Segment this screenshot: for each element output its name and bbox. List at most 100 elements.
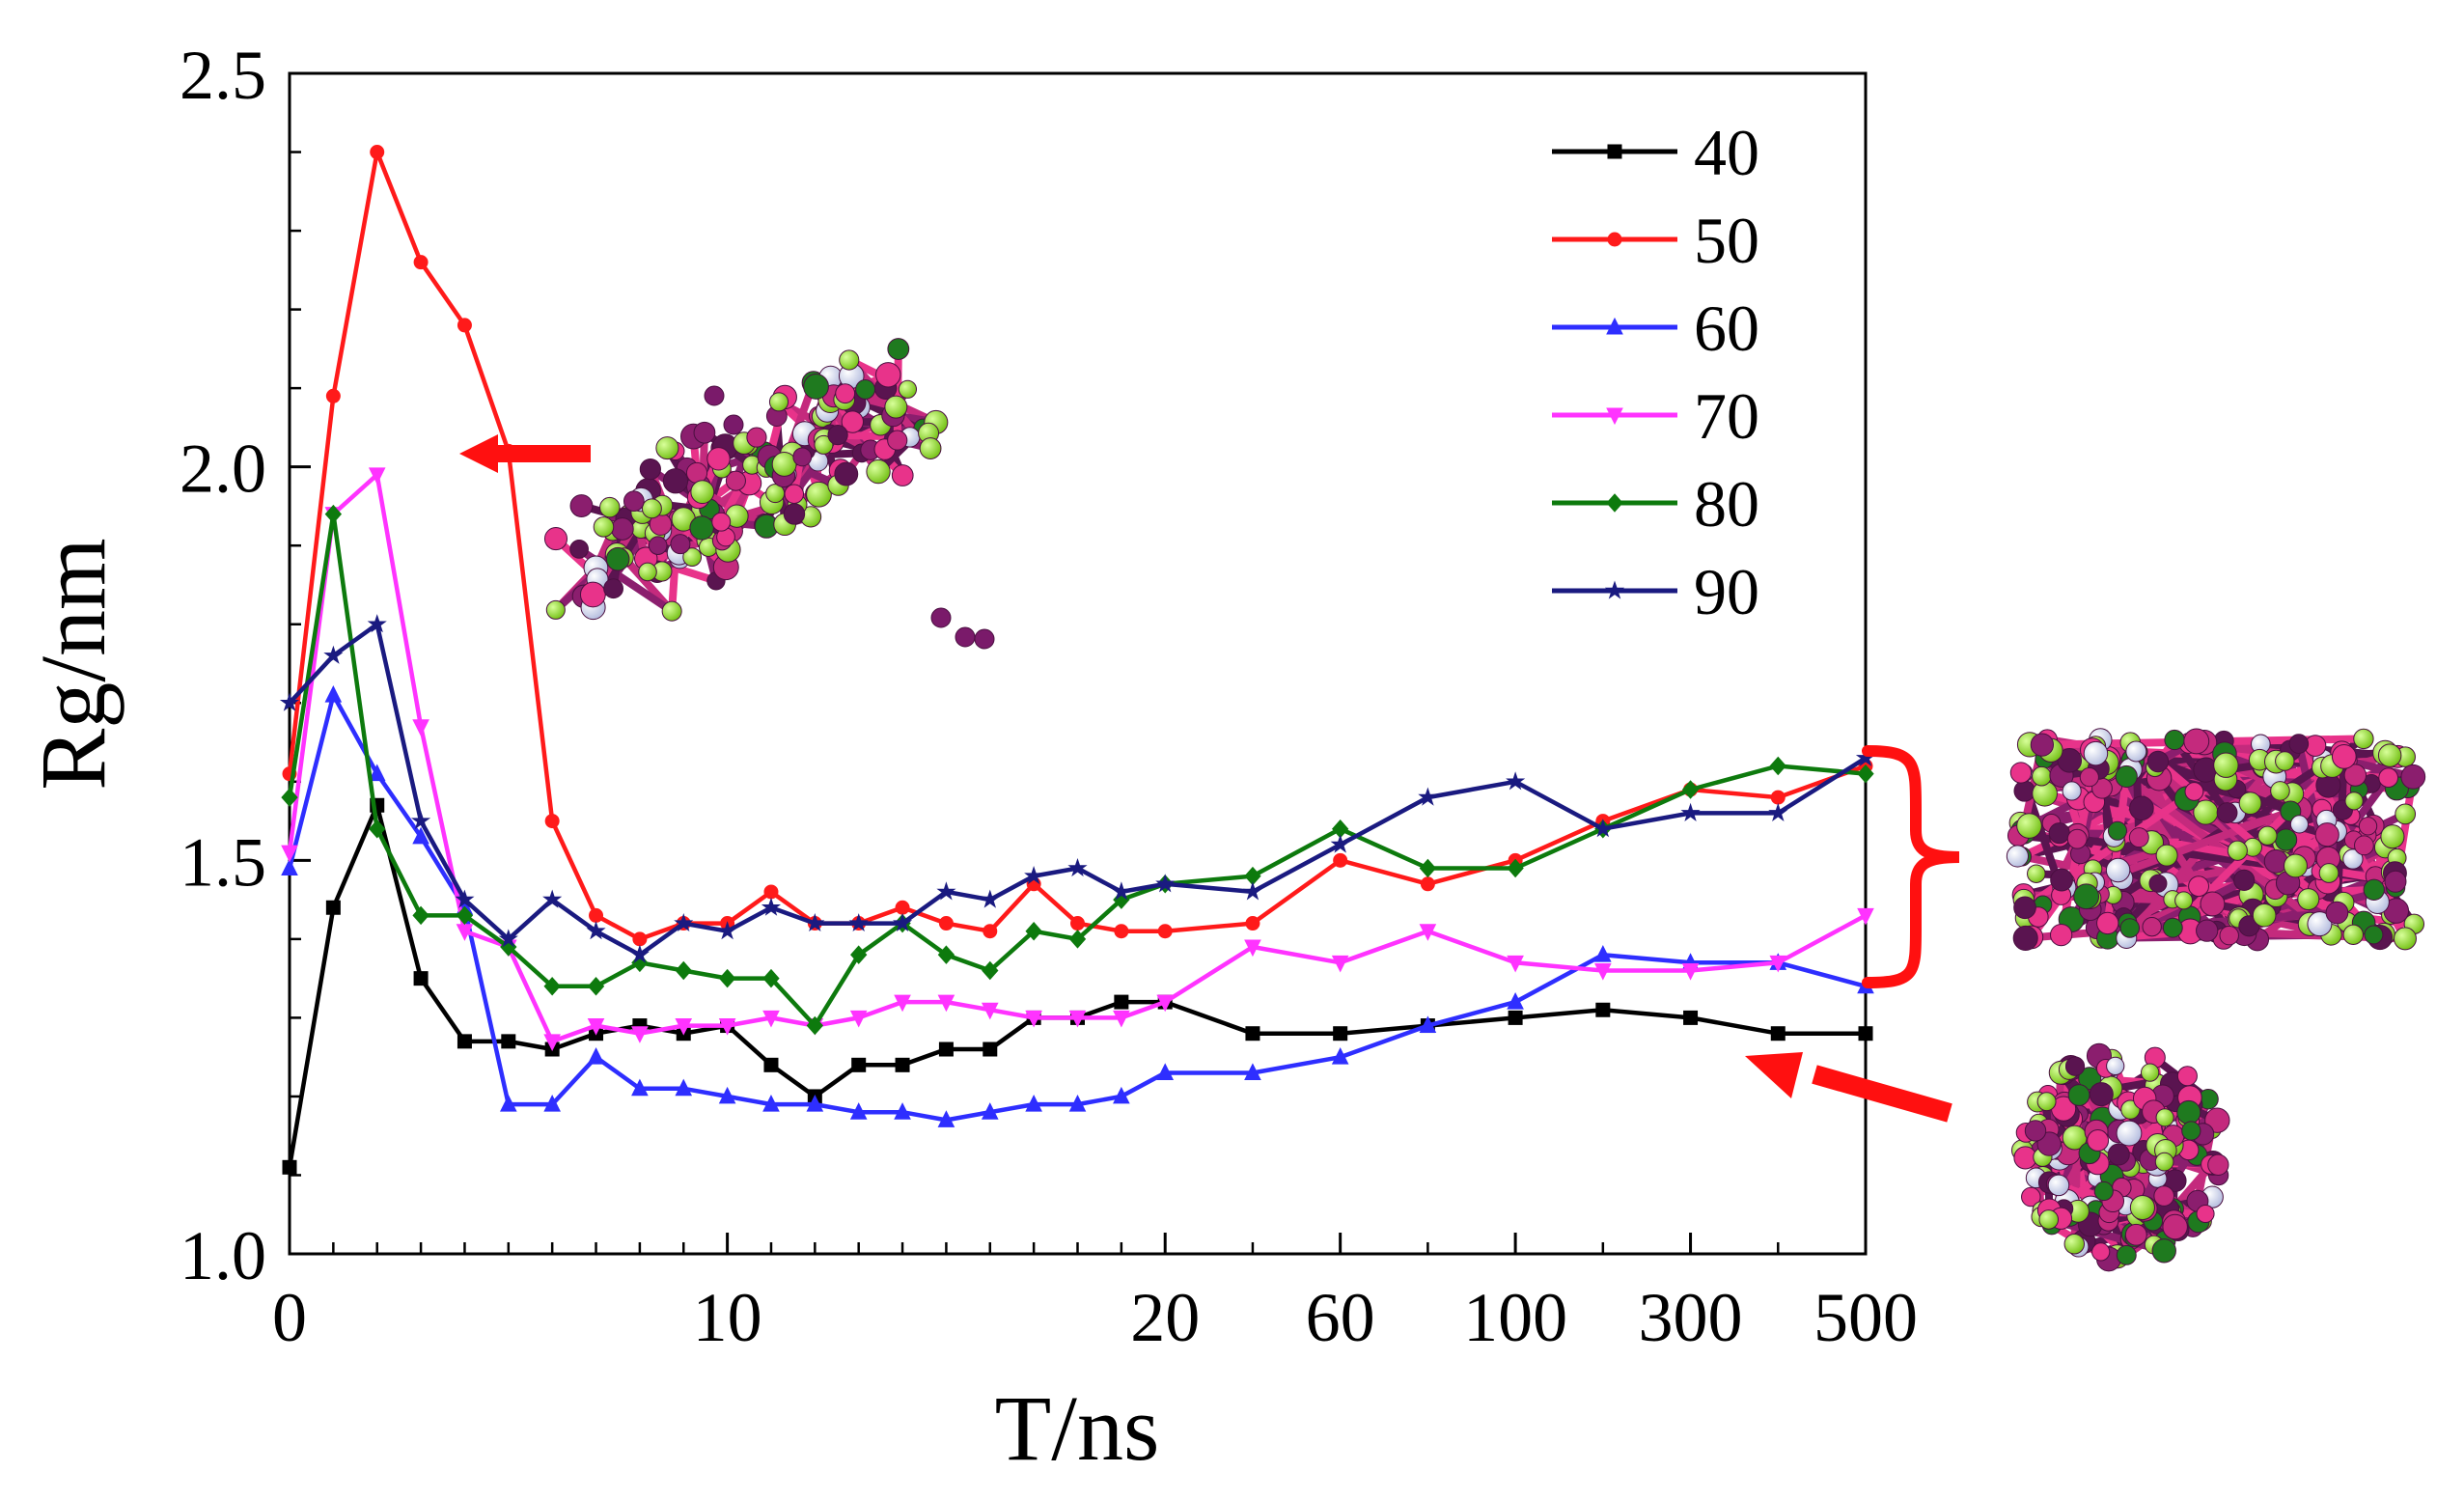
data-point-60	[1068, 1094, 1087, 1112]
y-tick-label: 1.0	[180, 1217, 266, 1294]
legend-marker-70	[1606, 407, 1623, 426]
data-point-40	[938, 1042, 954, 1057]
data-point-60	[849, 1102, 868, 1120]
data-point-60	[368, 764, 386, 782]
data-point-50	[763, 884, 779, 900]
data-point-80	[543, 977, 561, 996]
x-tick-label: 60	[1306, 1279, 1375, 1356]
data-point-90	[936, 881, 956, 901]
data-point-80	[937, 945, 955, 964]
data-point-70	[543, 1034, 561, 1051]
annotation-arrow-peak	[459, 434, 591, 473]
legend-item-70: 70	[1552, 379, 1759, 453]
data-point-50	[544, 814, 560, 829]
data-point-50	[983, 924, 998, 939]
series-60	[281, 684, 1874, 1127]
legend-item-80: 80	[1552, 467, 1759, 541]
data-point-90	[279, 692, 300, 711]
molecule-atoms	[543, 338, 949, 622]
data-point-80	[806, 1015, 824, 1036]
data-point-70	[412, 719, 429, 736]
data-point-90	[367, 614, 387, 633]
data-point-70	[981, 1002, 999, 1020]
data-point-80	[1025, 921, 1042, 941]
series-80	[281, 504, 1874, 1036]
data-point-60	[631, 1078, 649, 1097]
series-line-50	[287, 150, 1867, 942]
y-tick-label: 1.5	[180, 823, 266, 901]
data-point-80	[587, 977, 605, 996]
data-point-70	[1769, 955, 1787, 973]
data-point-50	[1770, 790, 1786, 805]
legend-label-60: 60	[1694, 292, 1759, 365]
data-point-60	[587, 1047, 605, 1065]
data-point-90	[1111, 881, 1131, 901]
molecule-extended-snapshot	[543, 338, 995, 650]
data-point-70	[937, 994, 955, 1013]
data-point-80	[982, 960, 999, 981]
data-point-90	[717, 921, 737, 940]
legend: 40 50 60 70 80 90	[1552, 116, 1759, 628]
molecule-atoms	[2010, 1042, 2230, 1272]
data-point-70	[762, 1010, 780, 1028]
data-point-90	[848, 913, 869, 932]
data-point-40	[851, 1057, 867, 1072]
data-point-90	[1418, 787, 1438, 806]
data-point-40	[763, 1057, 779, 1072]
data-point-40	[983, 1042, 998, 1057]
data-point-60	[1507, 991, 1524, 1010]
data-point-90	[1155, 874, 1176, 893]
x-tick-label: 0	[272, 1279, 307, 1356]
data-point-70	[1681, 962, 1700, 981]
legend-label-80: 80	[1694, 467, 1759, 541]
legend-marker-60	[1606, 317, 1623, 335]
x-tick-label: 10	[693, 1279, 762, 1356]
data-point-80	[675, 960, 692, 981]
series-layer	[279, 145, 1876, 1175]
data-point-40	[1683, 1010, 1699, 1025]
data-point-90	[1242, 881, 1263, 901]
legend-label-90: 90	[1694, 555, 1759, 628]
data-point-70	[1594, 962, 1612, 981]
data-point-50	[589, 907, 604, 923]
data-point-60	[324, 684, 343, 703]
legend-item-40: 40	[1552, 116, 1759, 189]
data-point-70	[368, 467, 386, 485]
x-tick-label: 300	[1639, 1279, 1743, 1356]
x-tick-label: 500	[1813, 1279, 1918, 1356]
data-point-50	[1114, 924, 1129, 939]
legend-marker-50	[1607, 232, 1622, 247]
molecule-atoms	[2006, 728, 2426, 952]
data-point-90	[674, 913, 694, 932]
data-point-60	[894, 1102, 911, 1120]
data-point-60	[806, 1094, 824, 1112]
data-point-60	[1244, 1063, 1261, 1080]
legend-marker-40	[1607, 144, 1622, 159]
data-point-60	[412, 826, 429, 845]
y-axis-title: Rg/nm	[21, 538, 125, 790]
data-point-90	[1680, 802, 1701, 821]
data-point-80	[1068, 930, 1087, 949]
data-point-50	[457, 318, 472, 333]
data-point-80	[762, 968, 780, 988]
data-point-40	[895, 1057, 910, 1072]
data-point-60	[1331, 1047, 1349, 1065]
data-point-60	[981, 1102, 999, 1120]
data-point-60	[543, 1094, 561, 1112]
data-point-60	[499, 1094, 517, 1112]
data-point-90	[1067, 857, 1088, 877]
data-point-80	[412, 905, 429, 926]
data-point-40	[282, 1159, 297, 1175]
data-point-40	[1595, 1002, 1611, 1017]
data-point-80	[718, 968, 736, 988]
y-tick-label: 2.5	[180, 37, 266, 114]
data-point-80	[1507, 858, 1524, 878]
data-point-50	[1245, 916, 1260, 931]
series-40	[282, 797, 1873, 1175]
data-point-40	[501, 1034, 516, 1049]
legend-label-40: 40	[1694, 116, 1759, 189]
data-point-60	[1156, 1063, 1175, 1080]
data-point-90	[498, 929, 518, 948]
annotation-curly-brace	[1862, 745, 1960, 988]
